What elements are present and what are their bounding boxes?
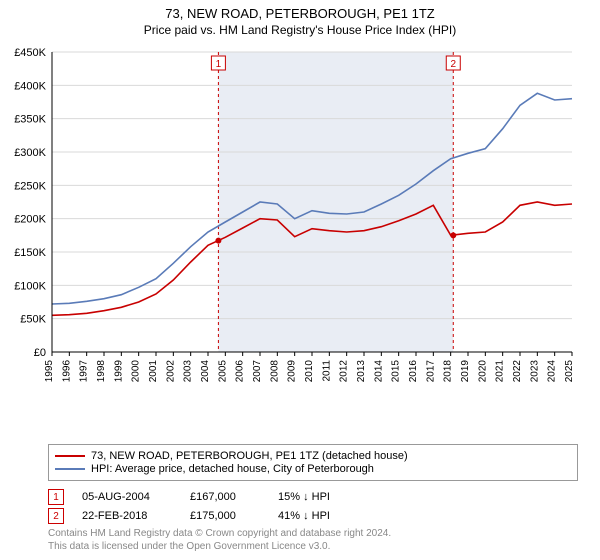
svg-text:2005: 2005 (217, 360, 228, 383)
sale-row-2: 2 22-FEB-2018 £175,000 41% ↓ HPI (48, 508, 578, 524)
legend-item-2: HPI: Average price, detached house, City… (55, 463, 571, 475)
svg-text:£200K: £200K (14, 214, 46, 226)
svg-text:2013: 2013 (356, 360, 367, 383)
svg-text:2004: 2004 (200, 360, 211, 383)
sale-row-1: 1 05-AUG-2004 £167,000 15% ↓ HPI (48, 489, 578, 505)
svg-text:£350K: £350K (14, 114, 46, 126)
chart-container: 73, NEW ROAD, PETERBOROUGH, PE1 1TZ Pric… (0, 0, 600, 560)
svg-text:2009: 2009 (287, 360, 298, 383)
svg-text:1999: 1999 (113, 360, 124, 383)
svg-text:2002: 2002 (165, 360, 176, 383)
svg-text:2010: 2010 (304, 360, 315, 383)
svg-text:2003: 2003 (183, 360, 194, 383)
legend-label-2: HPI: Average price, detached house, City… (91, 463, 374, 475)
svg-text:2019: 2019 (460, 360, 471, 383)
chart-svg: £0£50K£100K£150K£200K£250K£300K£350K£400… (48, 46, 578, 396)
svg-text:2023: 2023 (529, 360, 540, 383)
svg-text:2: 2 (450, 59, 456, 70)
sale-marker-2: 2 (48, 508, 64, 524)
svg-text:£400K: £400K (14, 80, 46, 92)
svg-text:2017: 2017 (425, 360, 436, 383)
title-block: 73, NEW ROAD, PETERBOROUGH, PE1 1TZ Pric… (0, 0, 600, 37)
footer-line-2: This data is licensed under the Open Gov… (48, 541, 578, 554)
footer: Contains HM Land Registry data © Crown c… (48, 528, 578, 553)
svg-text:£50K: £50K (20, 314, 46, 326)
sale-price-2: £175,000 (190, 510, 260, 522)
sale-rows: 1 05-AUG-2004 £167,000 15% ↓ HPI 2 22-FE… (48, 486, 578, 527)
legend-swatch-2 (55, 468, 85, 470)
svg-text:2001: 2001 (148, 360, 159, 383)
svg-text:1995: 1995 (44, 360, 55, 383)
sale-marker-1: 1 (48, 489, 64, 505)
svg-text:1997: 1997 (79, 360, 90, 383)
svg-text:£150K: £150K (14, 247, 46, 259)
svg-text:2018: 2018 (443, 360, 454, 383)
sale-date-1: 05-AUG-2004 (82, 491, 172, 503)
svg-text:£250K: £250K (14, 180, 46, 192)
svg-text:2012: 2012 (339, 360, 350, 383)
svg-text:2025: 2025 (564, 360, 575, 383)
legend-box: 73, NEW ROAD, PETERBOROUGH, PE1 1TZ (det… (48, 444, 578, 481)
svg-text:1996: 1996 (61, 360, 72, 383)
footer-line-1: Contains HM Land Registry data © Crown c… (48, 528, 578, 541)
svg-text:2011: 2011 (321, 360, 332, 382)
svg-text:2022: 2022 (512, 360, 523, 383)
svg-text:2014: 2014 (373, 360, 384, 383)
sale-delta-2: 41% ↓ HPI (278, 510, 358, 522)
svg-text:2015: 2015 (391, 360, 402, 383)
legend-item-1: 73, NEW ROAD, PETERBOROUGH, PE1 1TZ (det… (55, 450, 571, 462)
svg-text:£450K: £450K (14, 47, 46, 59)
sale-delta-1: 15% ↓ HPI (278, 491, 358, 503)
svg-text:2020: 2020 (477, 360, 488, 383)
svg-text:2008: 2008 (269, 360, 280, 383)
legend-swatch-1 (55, 455, 85, 457)
svg-text:2016: 2016 (408, 360, 419, 383)
title-line-1: 73, NEW ROAD, PETERBOROUGH, PE1 1TZ (0, 6, 600, 21)
svg-text:2000: 2000 (131, 360, 142, 383)
sale-date-2: 22-FEB-2018 (82, 510, 172, 522)
sale-price-1: £167,000 (190, 491, 260, 503)
svg-text:2021: 2021 (495, 360, 506, 383)
svg-text:1: 1 (216, 59, 222, 70)
svg-text:2006: 2006 (235, 360, 246, 383)
svg-text:£300K: £300K (14, 147, 46, 159)
svg-text:2007: 2007 (252, 360, 263, 383)
svg-text:£100K: £100K (14, 280, 46, 292)
svg-text:2024: 2024 (547, 360, 558, 383)
title-line-2: Price paid vs. HM Land Registry's House … (0, 23, 600, 37)
svg-text:£0: £0 (34, 347, 46, 359)
legend-label-1: 73, NEW ROAD, PETERBOROUGH, PE1 1TZ (det… (91, 450, 408, 462)
chart-area: £0£50K£100K£150K£200K£250K£300K£350K£400… (48, 46, 578, 396)
svg-text:1998: 1998 (96, 360, 107, 383)
